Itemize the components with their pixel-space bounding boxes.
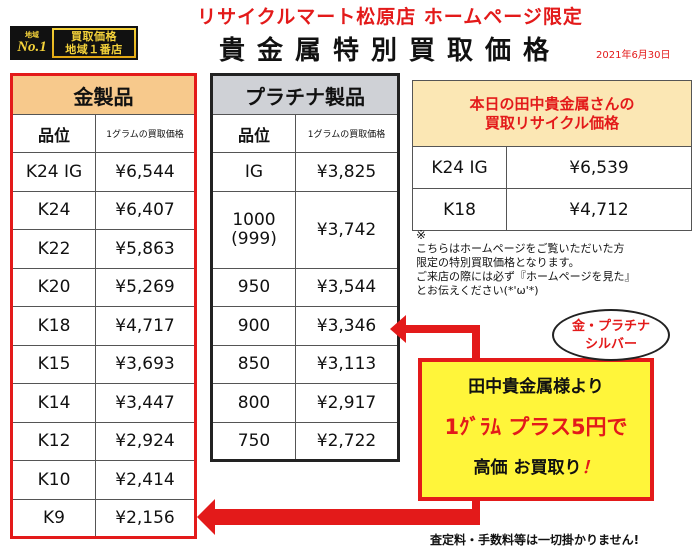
tanaka-title-line2: 買取リサイクル価格 <box>484 113 620 132</box>
table-row: 750 ¥2,722 <box>211 421 399 461</box>
price-cell: ¥2,414 <box>95 460 196 500</box>
no1-badge-logo: 地域 No.1 買取価格 地域１番店 <box>10 26 138 60</box>
table-row: K15 ¥3,693 <box>11 344 196 384</box>
badge-text-block: 買取価格 地域１番店 <box>54 30 134 56</box>
promo-exclamation: ！ <box>581 458 599 478</box>
promo-line1: 田中貴金属様より <box>468 377 604 397</box>
table-row: K12 ¥2,924 <box>11 421 196 461</box>
tanaka-title-line1: 本日の田中貴金属さんの <box>469 94 635 113</box>
gold-col-grade: 品位 <box>11 114 96 153</box>
gold-col-price: 1グラムの買取価格 <box>95 114 196 153</box>
promo-line3: 高価 お買取り！ <box>422 453 650 478</box>
grade-cell: K18 <box>412 188 507 231</box>
grade-cell: 750 <box>211 421 296 461</box>
table-row: K9 ¥2,156 <box>11 498 196 538</box>
promo-line2: 1ｸﾞﾗﾑ プラス5円で <box>444 415 628 439</box>
bubble-line2: シルバー <box>584 337 637 352</box>
price-cell: ¥3,742 <box>295 190 399 269</box>
notice-line2: 限定の特別買取価格となります。 <box>416 256 580 269</box>
tanaka-table-title: 本日の田中貴金属さんの 買取リサイクル価格 <box>412 80 692 147</box>
badge-no1-text: No.1 <box>17 39 47 55</box>
platinum-col-grade: 品位 <box>211 114 296 153</box>
table-row: IG ¥3,825 <box>211 152 399 192</box>
grade-cell: 900 <box>211 306 296 346</box>
grade-cell: 850 <box>211 344 296 384</box>
gold-price-table: 金製品 品位 1グラムの買取価格 K24 IG ¥6,544 K24 ¥6,407 … <box>10 73 197 539</box>
price-cell: ¥6,407 <box>95 190 196 230</box>
price-cell: ¥2,924 <box>95 421 196 461</box>
price-cell: ¥4,717 <box>95 306 196 346</box>
table-row: 1000 (999) ¥3,742 <box>211 190 399 269</box>
price-cell: ¥4,712 <box>506 188 692 231</box>
table-row: K20 ¥5,269 <box>11 267 196 307</box>
table-row: K18 ¥4,717 <box>11 306 196 346</box>
price-cell: ¥2,156 <box>95 498 196 538</box>
table-row: K10 ¥2,414 <box>11 460 196 500</box>
grade-cell: K22 <box>11 229 96 269</box>
promo-line3-text: 高価 お買取り <box>473 458 582 478</box>
grade-cell: K20 <box>11 267 96 307</box>
price-cell: ¥3,544 <box>295 267 399 307</box>
price-cell: ¥3,825 <box>295 152 399 192</box>
table-row: K24 ¥6,407 <box>11 190 196 230</box>
price-cell: ¥3,447 <box>95 383 196 423</box>
shop-title: リサイクルマート松原店 ホームページ限定 <box>197 6 583 28</box>
table-row: K24 IG ¥6,539 <box>412 146 692 189</box>
price-cell: ¥5,863 <box>95 229 196 269</box>
badge-small-text: 地域 <box>25 31 39 39</box>
arrow-to-k9-icon <box>197 499 480 535</box>
table-row: K22 ¥5,863 <box>11 229 196 269</box>
metal-type-bubble: 金・プラチナ シルバー <box>552 309 670 361</box>
table-row: 900 ¥3,346 <box>211 306 399 346</box>
notice-line1: こちらはホームページをご覧いただいた方 <box>416 242 625 255</box>
badge-line1: 買取価格 <box>71 30 117 43</box>
arrow-to-900-icon <box>390 315 480 361</box>
table-row: 950 ¥3,544 <box>211 267 399 307</box>
notice-mark: ※ <box>416 228 427 242</box>
table-row: K24 IG ¥6,544 <box>11 152 196 192</box>
promo-box: 田中貴金属様より 1ｸﾞﾗﾑ プラス5円で 高価 お買取り！ <box>418 358 654 501</box>
page-title: 貴金属特別買取価格 <box>218 36 561 66</box>
grade-cell: 1000 (999) <box>211 190 296 269</box>
grade-cell: K24 <box>11 190 96 230</box>
price-cell: ¥6,544 <box>95 152 196 192</box>
grade-cell: K24 IG <box>11 152 96 192</box>
price-date: 2021年6月30日 <box>596 50 671 61</box>
badge-no1-block: 地域 No.1 <box>12 28 52 58</box>
price-cell: ¥2,722 <box>295 421 399 461</box>
footer-note: 査定料・手数料等は一切掛かりません! <box>430 533 640 547</box>
badge-line2: 地域１番店 <box>65 43 123 56</box>
table-row: K18 ¥4,712 <box>412 188 692 231</box>
price-cell: ¥6,539 <box>506 146 692 189</box>
notice-line3: ご来店の際には必ず『ホームページを見た』 <box>416 270 636 283</box>
grade-cell: K9 <box>11 498 96 538</box>
grade-cell: 950 <box>211 267 296 307</box>
platinum-col-price: 1グラムの買取価格 <box>295 114 399 153</box>
platinum-price-table: プラチナ製品 品位 1グラムの買取価格 IG ¥3,825 1000 (999) ¥… <box>210 73 400 462</box>
notice-line4: とお伝えください(*'ω'*) <box>416 284 539 297</box>
table-row: K14 ¥3,447 <box>11 383 196 423</box>
notice-text: ※ こちらはホームページをご覧いただいた方 限定の特別買取価格となります。 ご来… <box>416 228 696 298</box>
bubble-line1: 金・プラチナ <box>571 319 650 334</box>
price-cell: ¥3,346 <box>295 306 399 346</box>
grade-cell: K14 <box>11 383 96 423</box>
gold-table-title: 金製品 <box>11 74 196 115</box>
tanaka-price-table: 本日の田中貴金属さんの 買取リサイクル価格 K24 IG ¥6,539 K18 ¥4… <box>412 80 692 231</box>
